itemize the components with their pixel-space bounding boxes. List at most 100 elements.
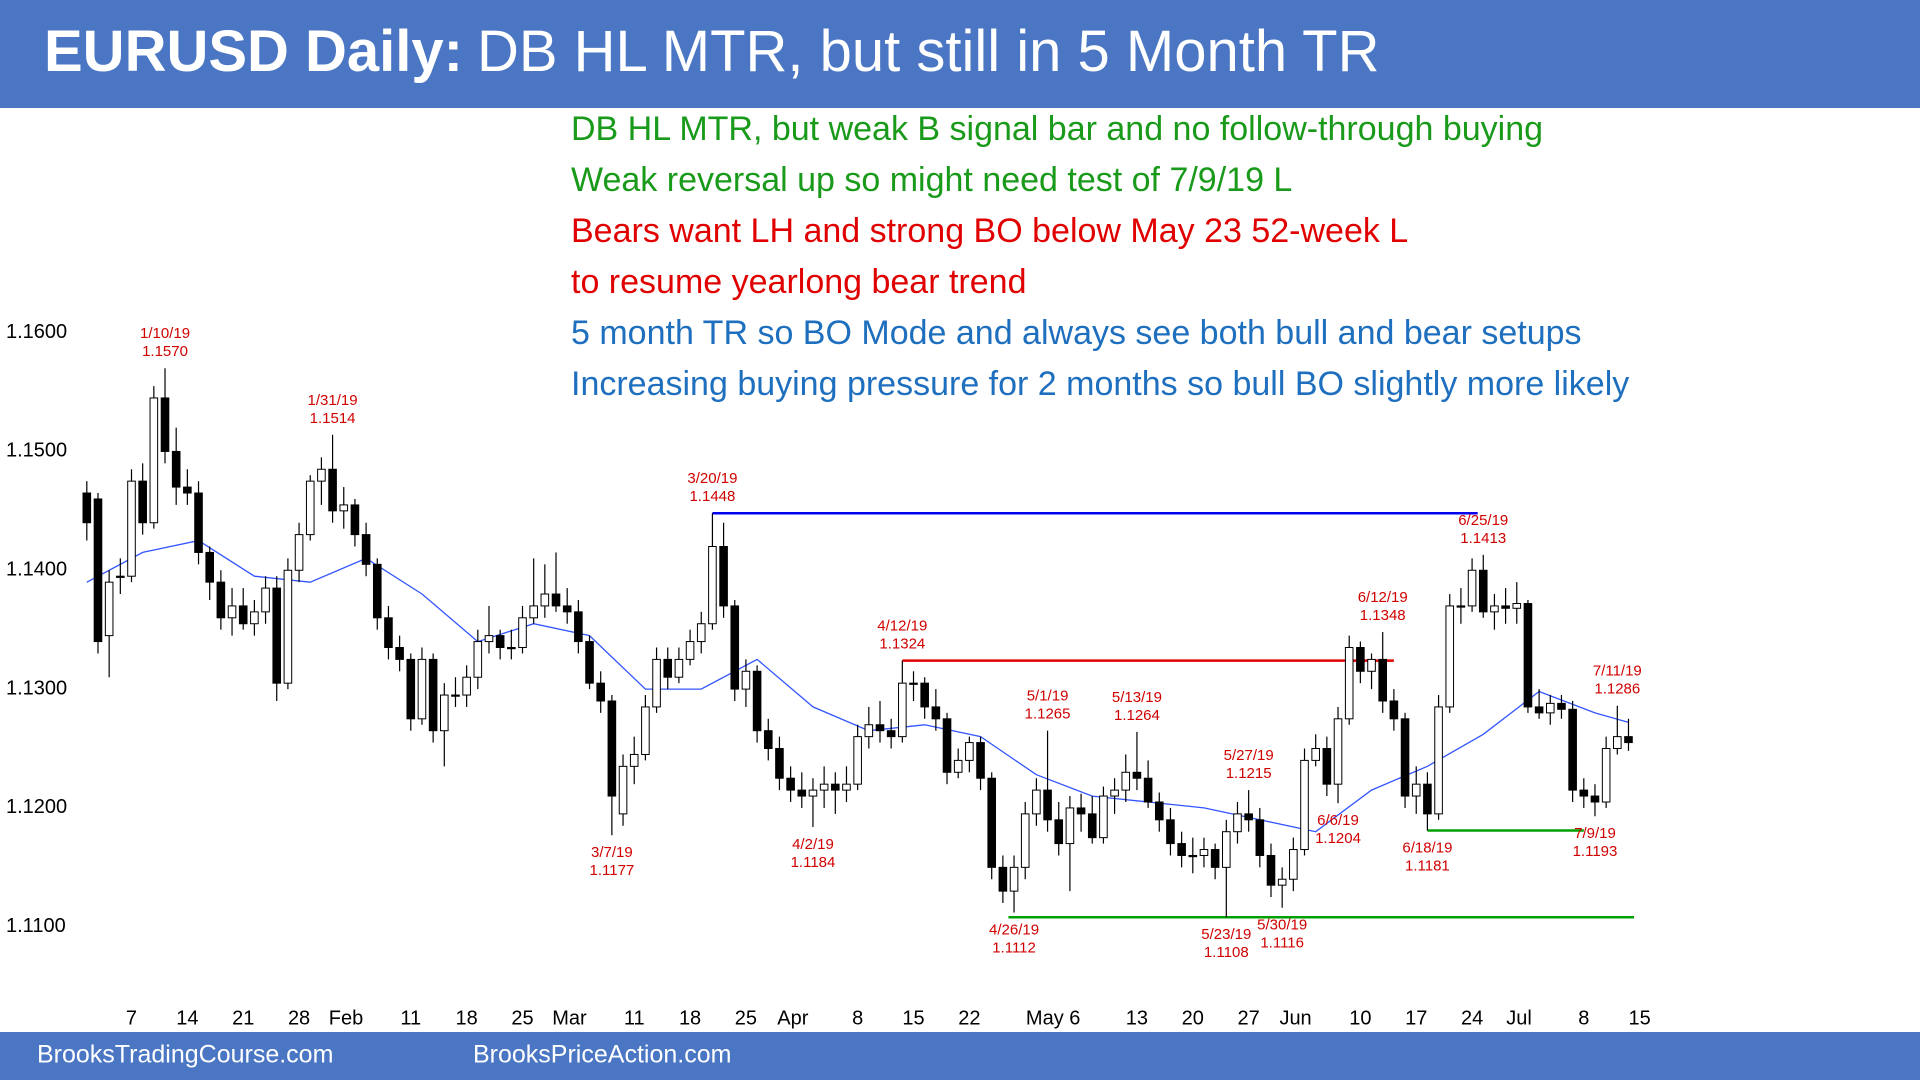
candle-body [898, 682, 907, 738]
candle-body [1601, 748, 1611, 803]
annotation-date: 4/12/19 [877, 618, 927, 635]
note: DB HL MTR, but weak B signal bar and no … [571, 110, 1543, 148]
candle-body [1434, 706, 1443, 815]
x-tick-label: Jul [1506, 1007, 1532, 1029]
candle-body [250, 611, 259, 625]
candle-body [1222, 831, 1231, 868]
title-bold: EURUSD Daily: [44, 19, 463, 84]
candle-body [1344, 647, 1354, 720]
candle-body [1121, 771, 1131, 791]
y-tick-label: 1.1400 [6, 559, 67, 581]
header-bar [0, 0, 1920, 108]
candle-body [1244, 813, 1253, 821]
annotation-price: 1.1324 [879, 636, 925, 653]
candle-body [976, 742, 985, 779]
candle-body [1166, 819, 1175, 845]
candle-body [965, 742, 974, 761]
annotation-date: 6/12/19 [1358, 589, 1408, 606]
candle-body [931, 706, 941, 720]
annotation-price: 1.1177 [589, 862, 634, 879]
title-rest: DB HL MTR, but still in 5 Month TR [477, 19, 1379, 84]
candle-body [395, 647, 404, 660]
footer-left: BrooksTradingCourse.com [37, 1041, 333, 1069]
x-tick-label: 21 [232, 1007, 254, 1029]
candle-body [183, 486, 192, 494]
annotation-date: 7/9/19 [1574, 825, 1616, 842]
candle-body [786, 777, 795, 791]
candle-body [719, 546, 728, 607]
candle-body [1545, 702, 1555, 714]
candle-body [641, 706, 650, 755]
x-tick-label: 25 [511, 1007, 533, 1029]
candle-body [1300, 759, 1309, 851]
candle-body [808, 789, 818, 797]
annotation-price: 1.1204 [1315, 830, 1361, 847]
candle-body [562, 605, 572, 613]
annotation-price: 1.1286 [1594, 681, 1640, 698]
candle-body [529, 605, 538, 619]
candle-body [1445, 605, 1455, 708]
candle-body [1411, 783, 1421, 797]
candle-body [194, 492, 203, 553]
candle-body [1389, 700, 1399, 720]
x-tick-label: 10 [1349, 1007, 1371, 1029]
candle-body [350, 504, 360, 536]
candle-body [462, 676, 471, 696]
candle-body [305, 480, 315, 536]
candle-body [1020, 813, 1030, 868]
x-tick-label: 15 [1629, 1007, 1651, 1029]
candle-body [987, 777, 997, 868]
annotation-price: 1.1181 [1405, 857, 1450, 874]
candle-body [942, 718, 952, 773]
candle-body [384, 617, 393, 649]
x-tick-label: 7 [126, 1007, 137, 1029]
candle-body [138, 480, 147, 524]
candle-body [93, 498, 103, 643]
candle-body [797, 789, 807, 797]
candle-body [372, 563, 382, 619]
candle-body [886, 730, 896, 738]
candle-body [518, 617, 527, 649]
candle-body [339, 504, 349, 512]
annotation-date: 1/31/19 [308, 392, 358, 409]
candle-body [909, 682, 918, 685]
candle-body [428, 658, 438, 732]
candle-body [1512, 603, 1522, 609]
candle-body [1322, 748, 1332, 785]
note: Weak reversal up so might need test of 7… [571, 161, 1292, 199]
annotation-date: 4/26/19 [989, 921, 1039, 938]
candle-body [1613, 736, 1622, 750]
candle-body [1032, 789, 1041, 815]
candle-body [1266, 854, 1276, 886]
candle-body [775, 748, 784, 779]
candle-body [1009, 866, 1019, 892]
annotation-price: 1.1514 [310, 410, 356, 427]
annotation-date: 3/20/19 [687, 470, 737, 487]
annotation-date: 5/27/19 [1224, 747, 1274, 764]
x-tick-label: 24 [1461, 1007, 1483, 1029]
candle-body [953, 759, 963, 773]
y-tick-label: 1.1200 [6, 796, 67, 818]
annotation-price: 1.1108 [1204, 944, 1249, 961]
annotation-date: 1/10/19 [140, 325, 190, 342]
note: Bears want LH and strong BO below May 23… [571, 212, 1408, 250]
annotation-price: 1.1348 [1360, 607, 1406, 624]
candle-body [1289, 849, 1298, 880]
candle-body [406, 658, 416, 720]
x-tick-label: May 6 [1026, 1007, 1080, 1029]
candle-body [272, 587, 282, 684]
candle-body [127, 480, 136, 577]
candle-body [819, 783, 829, 791]
x-tick-label: 15 [902, 1007, 924, 1029]
candle-body [1233, 813, 1242, 833]
candle-body [283, 569, 293, 684]
x-tick-label: 11 [400, 1007, 421, 1029]
candle-body [1188, 854, 1198, 858]
x-tick-label: 28 [288, 1007, 310, 1029]
x-tick-label: 14 [176, 1007, 198, 1029]
candle-body [417, 658, 427, 720]
candle-body [227, 605, 237, 619]
candle-body [294, 534, 304, 571]
x-tick-label: 11 [624, 1007, 645, 1029]
x-tick-label: 20 [1182, 1007, 1204, 1029]
